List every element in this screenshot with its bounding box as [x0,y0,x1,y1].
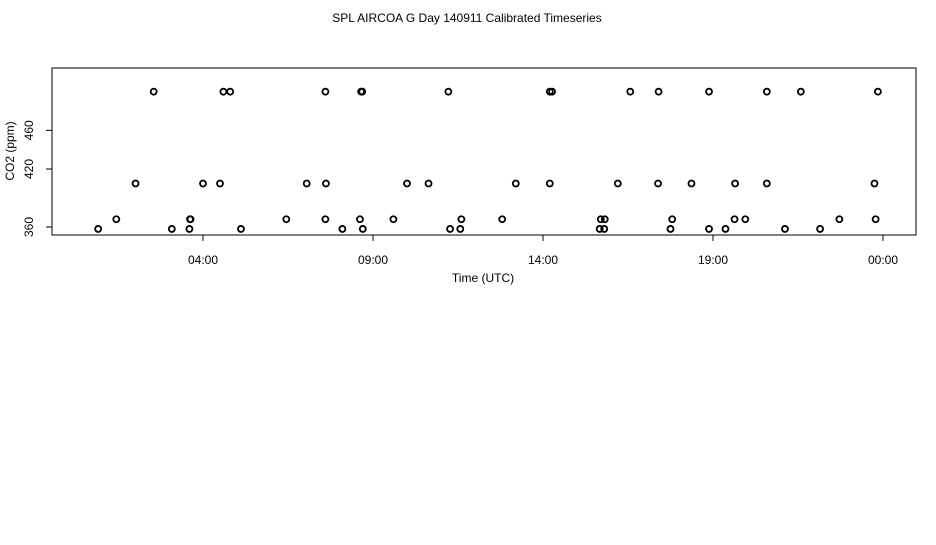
data-point [731,179,739,188]
data-point [302,179,311,188]
data-point [871,215,880,224]
data-point [741,215,750,224]
data-points [94,87,882,233]
data-point [545,179,554,188]
data-point [389,215,398,224]
x-tick-label: 00:00 [868,253,898,267]
data-point [705,225,713,233]
data-point [705,87,713,96]
y-tick-label: 420 [22,159,36,179]
data-point [816,225,824,233]
data-point [654,87,663,96]
x-axis-label: Time (UTC) [452,271,514,285]
data-point [358,87,367,96]
x-tick-label: 14:00 [528,253,558,267]
data-point [721,225,730,233]
data-point [600,215,609,224]
data-point [186,215,195,224]
data-point [870,179,879,188]
data-point [446,225,454,233]
data-point [687,179,696,188]
chart-title: SPL AIRCOA G Day 140911 Calibrated Times… [332,11,601,25]
data-point [199,179,207,188]
data-point [226,87,235,96]
data-point [356,215,364,224]
data-point [131,179,140,188]
data-point [626,87,635,96]
data-point [835,215,844,224]
data-point [219,87,228,96]
x-tick-label: 04:00 [188,253,218,267]
data-point [112,215,121,224]
y-axis: 360 420 460 [22,120,52,237]
data-point [511,179,520,188]
data-point [94,225,103,233]
data-point [730,215,739,224]
y-tick-label: 360 [22,217,36,237]
data-point [424,179,433,188]
y-tick-label: 460 [22,120,36,140]
data-point [322,179,330,188]
data-point [666,225,675,233]
plot-frame [51,67,917,236]
data-point [762,179,771,188]
data-point [781,225,789,233]
y-axis-label: CO2 (ppm) [3,121,17,180]
data-point [874,87,882,96]
data-point [548,87,556,96]
data-point [596,215,605,224]
data-point [403,179,411,188]
data-point [444,87,453,96]
data-point [457,215,466,224]
x-axis: 04:00 09:00 14:00 19:00 00:00 [188,235,898,267]
data-point [338,225,347,233]
data-point [237,225,245,233]
data-point [282,215,291,224]
data-point [613,179,622,188]
data-point [216,179,224,188]
data-point [654,179,662,188]
data-point [358,225,367,233]
data-point [456,225,465,233]
data-point [595,225,604,233]
data-point [149,87,158,96]
data-point [762,87,771,96]
x-tick-label: 19:00 [698,253,728,267]
data-point [321,215,330,224]
x-tick-label: 09:00 [358,253,388,267]
data-point [498,215,507,224]
data-point [321,87,330,96]
data-point [600,225,609,233]
data-point [796,87,805,96]
data-point [167,225,176,233]
data-point [185,225,194,233]
data-point [668,215,677,224]
